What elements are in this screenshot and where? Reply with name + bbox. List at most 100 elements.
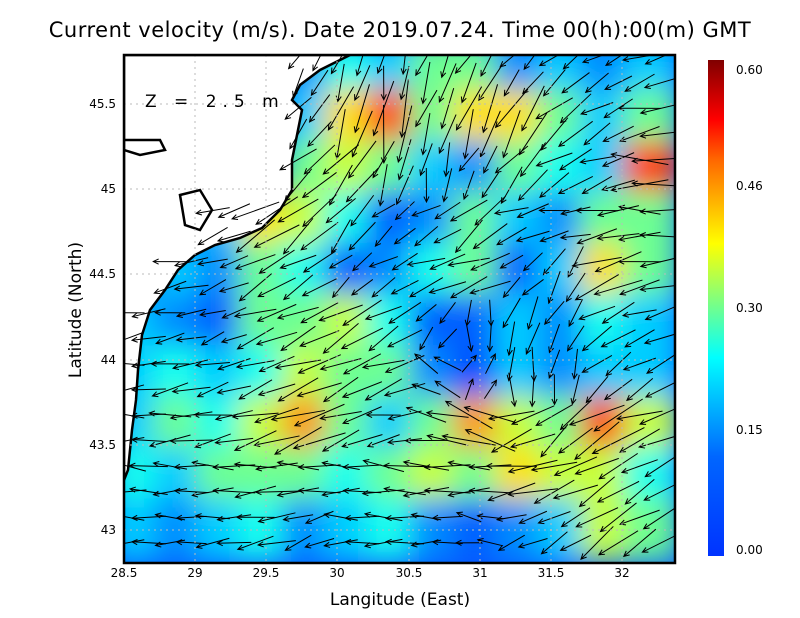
x-axis-label: Langitude (East) bbox=[329, 590, 471, 610]
velocity-arrow bbox=[542, 248, 566, 276]
velocity-arrow bbox=[124, 413, 145, 419]
velocity-arrow bbox=[429, 253, 466, 270]
velocity-arrow bbox=[624, 478, 655, 505]
velocity-arrow bbox=[322, 376, 359, 403]
velocity-arrow bbox=[368, 256, 398, 268]
velocity-arrow bbox=[400, 55, 407, 76]
velocity-arrow bbox=[425, 410, 469, 418]
velocity-arrow bbox=[258, 249, 295, 274]
y-axis-label: Latitude (North) bbox=[66, 241, 86, 379]
velocity-arrow bbox=[194, 433, 231, 449]
velocity-arrow bbox=[420, 61, 431, 105]
velocity-arrow bbox=[538, 207, 570, 214]
velocity-arrow bbox=[253, 435, 300, 448]
velocity-arrow bbox=[462, 109, 474, 160]
velocity-arrow bbox=[575, 507, 619, 528]
velocity-arrow bbox=[461, 354, 477, 373]
velocity-arrow bbox=[537, 511, 571, 525]
velocity-arrow bbox=[411, 383, 441, 395]
velocity-arrow bbox=[399, 79, 409, 139]
velocity-arrow bbox=[388, 301, 422, 324]
velocity-arrow bbox=[128, 462, 168, 469]
velocity-arrow bbox=[322, 144, 360, 175]
velocity-arrow bbox=[580, 102, 614, 116]
y-tick-label: 43 bbox=[100, 523, 116, 537]
velocity-arrow bbox=[218, 282, 249, 293]
velocity-arrow bbox=[296, 382, 342, 398]
x-tick-label: 31 bbox=[472, 566, 488, 580]
velocity-arrow bbox=[216, 514, 252, 522]
velocity-arrow bbox=[363, 538, 403, 549]
velocity-arrow bbox=[597, 530, 639, 556]
velocity-arrow bbox=[282, 218, 314, 255]
velocity-arrow bbox=[581, 355, 613, 373]
velocity-arrow bbox=[441, 433, 496, 446]
velocity-arrow bbox=[414, 225, 439, 247]
velocity-arrow bbox=[440, 87, 455, 130]
velocity-arrow bbox=[361, 359, 405, 370]
velocity-arrow bbox=[600, 329, 636, 348]
x-tick-label: 29.5 bbox=[252, 566, 280, 580]
velocity-arrow bbox=[257, 512, 296, 524]
velocity-arrow bbox=[596, 205, 640, 218]
velocity-arrow bbox=[502, 297, 521, 329]
velocity-arrow bbox=[214, 437, 254, 446]
velocity-arrow bbox=[470, 252, 510, 271]
velocity-arrow bbox=[152, 488, 188, 497]
velocity-arrow bbox=[371, 203, 396, 218]
velocity-arrow bbox=[538, 55, 560, 67]
velocity-arrow bbox=[571, 348, 579, 380]
velocity-arrow bbox=[583, 122, 611, 146]
y-tick-label: 43.5 bbox=[89, 438, 116, 452]
velocity-arrow bbox=[255, 331, 298, 346]
velocity-arrow bbox=[480, 55, 493, 77]
velocity-arrow bbox=[641, 535, 675, 553]
velocity-arrow bbox=[540, 424, 569, 458]
velocity-arrow bbox=[581, 175, 613, 195]
velocity-arrow bbox=[561, 72, 590, 94]
velocity-arrow bbox=[535, 97, 573, 120]
velocity-arrow bbox=[276, 487, 320, 498]
velocity-arrow bbox=[558, 427, 593, 454]
velocity-arrow bbox=[301, 278, 337, 297]
velocity-arrow bbox=[433, 228, 462, 244]
velocity-arrow bbox=[372, 140, 395, 179]
velocity-arrow bbox=[487, 410, 535, 421]
velocity-arrow bbox=[408, 277, 444, 298]
velocity-arrow bbox=[318, 304, 363, 322]
velocity-arrow bbox=[601, 179, 635, 192]
velocity-arrow bbox=[496, 227, 527, 246]
velocity-arrow bbox=[449, 199, 488, 222]
velocity-arrow bbox=[173, 284, 209, 292]
velocity-arrow bbox=[340, 327, 384, 350]
velocity-arrow bbox=[578, 305, 616, 321]
velocity-arrow bbox=[197, 227, 228, 246]
velocity-arrow bbox=[455, 86, 483, 131]
velocity-arrow bbox=[321, 487, 360, 498]
velocity-arrow bbox=[341, 381, 383, 399]
velocity-arrow bbox=[618, 231, 661, 242]
velocity-arrow bbox=[274, 359, 322, 370]
velocity-arrow bbox=[523, 55, 536, 71]
velocity-arrow bbox=[463, 405, 517, 424]
velocity-arrow bbox=[235, 219, 276, 253]
velocity-arrow bbox=[217, 203, 251, 219]
velocity-arrow bbox=[363, 511, 403, 522]
velocity-arrow bbox=[342, 406, 382, 425]
velocity-arrow bbox=[499, 254, 524, 269]
velocity-arrow bbox=[494, 145, 529, 174]
land-mass bbox=[124, 55, 351, 481]
velocity-arrow bbox=[462, 170, 475, 201]
x-tick-label: 30 bbox=[329, 566, 345, 580]
y-tick-label: 44.5 bbox=[89, 267, 116, 281]
velocity-arrow bbox=[154, 309, 186, 316]
velocity-arrow bbox=[361, 489, 405, 497]
velocity-arrow bbox=[192, 411, 232, 418]
velocity-arrow bbox=[643, 333, 675, 345]
velocity-arrow bbox=[383, 382, 426, 397]
velocity-arrow bbox=[580, 526, 614, 560]
velocity-arrow bbox=[331, 276, 350, 299]
velocity-arrow bbox=[322, 323, 359, 354]
velocity-arrow bbox=[256, 303, 297, 322]
